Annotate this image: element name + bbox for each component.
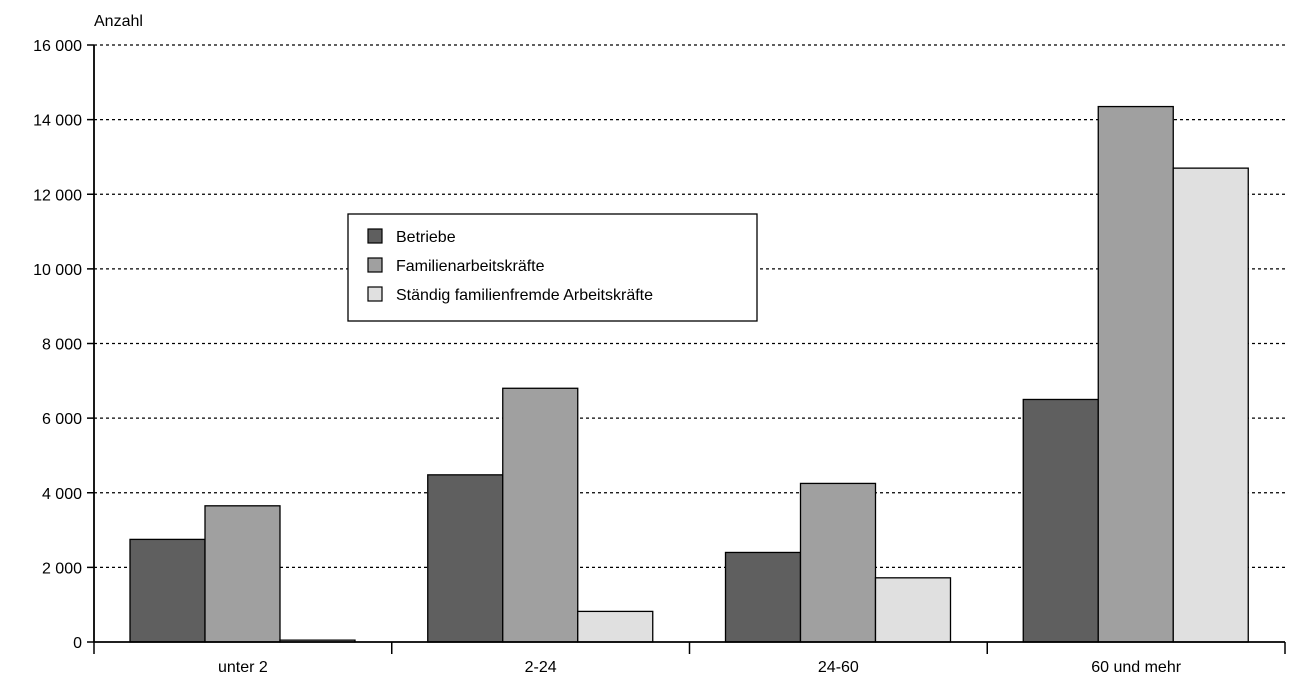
legend-label: Familienarbeitskräfte: [396, 258, 545, 275]
x-tick-label: unter 2: [218, 659, 268, 676]
bar-2: [799, 482, 877, 643]
legend-label: Ständig familienfremde Arbeitskräfte: [396, 287, 653, 304]
legend-swatch: [367, 257, 383, 273]
bar-3: [874, 577, 952, 643]
y-tick-label: 4 000: [42, 486, 82, 503]
legend-swatch: [367, 286, 383, 302]
bar-3: [1172, 167, 1249, 643]
axes: 0 2 000 4 000 6 000 8 000 10 000 12 000 14 000 1…: [33, 38, 1286, 676]
y-tick-label: 14 000: [33, 113, 82, 130]
x-tick-label: 24-60: [818, 659, 859, 676]
bar-2: [1097, 105, 1174, 643]
bar-2: [502, 387, 579, 643]
legend-box: [347, 213, 758, 322]
y-tick-label: 0: [73, 635, 82, 652]
x-tick-label: 2-24: [525, 659, 557, 676]
bar-1: [724, 551, 802, 643]
y-tick-label: 16 000: [33, 38, 82, 55]
legend-label: Betriebe: [396, 229, 456, 246]
y-tick-label: 6 000: [42, 411, 82, 428]
y-tick-label: 2 000: [42, 560, 82, 577]
legend: Betriebe Familienarbeitskräfte Ständig fam…: [347, 213, 758, 322]
bar-3: [577, 610, 654, 643]
bar-1: [427, 474, 504, 643]
bar-1: [1022, 398, 1099, 643]
y-axis-title: Anzahl: [94, 13, 143, 30]
x-tick-label: 60 und mehr: [1091, 659, 1182, 676]
y-tick-label: 8 000: [42, 337, 82, 354]
legend-swatch: [367, 228, 383, 244]
y-tick-label: 10 000: [33, 262, 82, 279]
bar-1: [129, 538, 206, 643]
y-tick-label: 12 000: [33, 187, 82, 204]
bars: [129, 105, 1249, 643]
bar-2: [204, 505, 281, 643]
